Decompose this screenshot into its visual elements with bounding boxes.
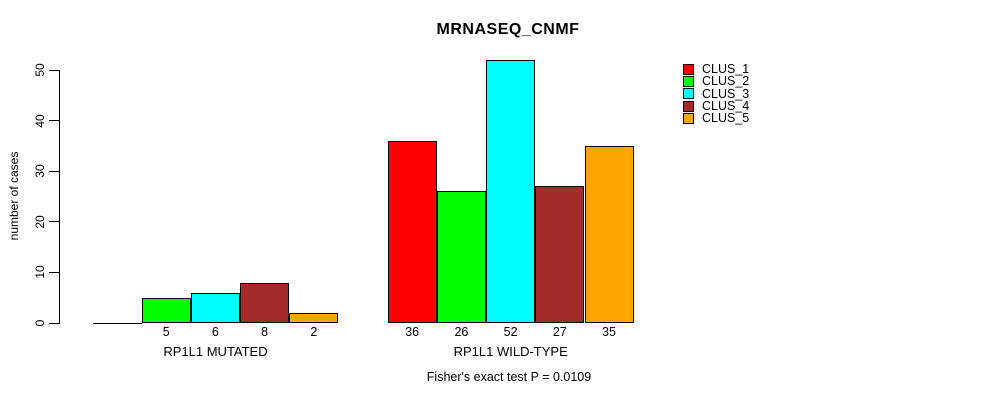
legend: CLUS_1 CLUS_2 CLUS_3 CLUS_4 CLUS_5: [683, 63, 750, 126]
legend-row-clus_2: CLUS_2: [683, 74, 750, 89]
bar-clus_1-rp1l1-wild-type: [387, 141, 437, 323]
y-tick-label-30: 30: [33, 164, 47, 178]
y-tick-20: [49, 221, 59, 223]
legend-swatch-icon: [683, 63, 694, 75]
group-label-0: RP1L1 MUTATED: [163, 344, 268, 359]
bar-value-label: 2: [310, 325, 318, 339]
bar-value-label: 35: [602, 325, 616, 339]
bar-value-label: 5: [162, 325, 170, 339]
legend-label: CLUS_5: [702, 111, 750, 126]
legend-row-clus_4: CLUS_4: [683, 100, 749, 112]
bar-value-label: 6: [211, 325, 219, 339]
legend-swatch-icon: [683, 88, 694, 100]
legend-swatch-icon: [683, 75, 694, 87]
bar-clus_2-rp1l1-wild-type: [436, 191, 487, 323]
legend-row-clus_3: CLUS_3: [683, 86, 750, 101]
legend-swatch-icon: [683, 100, 694, 112]
bar-clus_1-rp1l1-mutated: [92, 323, 142, 324]
bar-clus_4-rp1l1-mutated: [240, 283, 290, 323]
legend-row-clus_1: CLUS_1: [683, 63, 749, 75]
y-tick-label-50: 50: [33, 63, 47, 77]
bar-value-label: 26: [454, 325, 469, 339]
group-label-1: RP1L1 WILD-TYPE: [453, 344, 568, 359]
y-tick-label-10: 10: [33, 265, 47, 280]
y-tick-50: [49, 69, 59, 71]
legend-label: CLUS_3: [702, 86, 750, 101]
legend-label: CLUS_1: [702, 62, 750, 77]
bar-value-label: 27: [552, 325, 567, 339]
legend-swatch-icon: [683, 112, 694, 124]
y-tick-30: [49, 170, 59, 172]
legend-row-clus_5: CLUS_5: [683, 111, 750, 126]
y-axis-label: number of cases: [7, 151, 21, 241]
y-tick-0: [49, 322, 59, 324]
y-tick-label-40: 40: [33, 113, 47, 128]
chart-title: MRNASEQ_CNMF: [436, 21, 580, 38]
y-axis-line: [59, 70, 60, 324]
bar-clus_5-rp1l1-mutated: [289, 313, 339, 323]
legend-label: CLUS_2: [702, 74, 750, 89]
bar-value-label: 8: [261, 325, 269, 339]
bar-value-label: 52: [503, 325, 518, 339]
bar-clus_4-rp1l1-wild-type: [535, 186, 585, 323]
bar-clus_3-rp1l1-mutated: [190, 293, 241, 323]
legend-label: CLUS_4: [702, 99, 750, 114]
bar-clus_5-rp1l1-wild-type: [584, 146, 634, 323]
y-tick-10: [49, 271, 59, 273]
bar-clus_3-rp1l1-wild-type: [486, 60, 536, 323]
y-tick-label-20: 20: [33, 215, 47, 229]
annotation-text: Fisher's exact test P = 0.0109: [426, 370, 592, 384]
bar-clus_2-rp1l1-mutated: [141, 298, 191, 323]
y-tick-40: [49, 120, 59, 122]
y-tick-label-0: 0: [33, 319, 47, 327]
bar-value-label: 36: [405, 325, 420, 339]
